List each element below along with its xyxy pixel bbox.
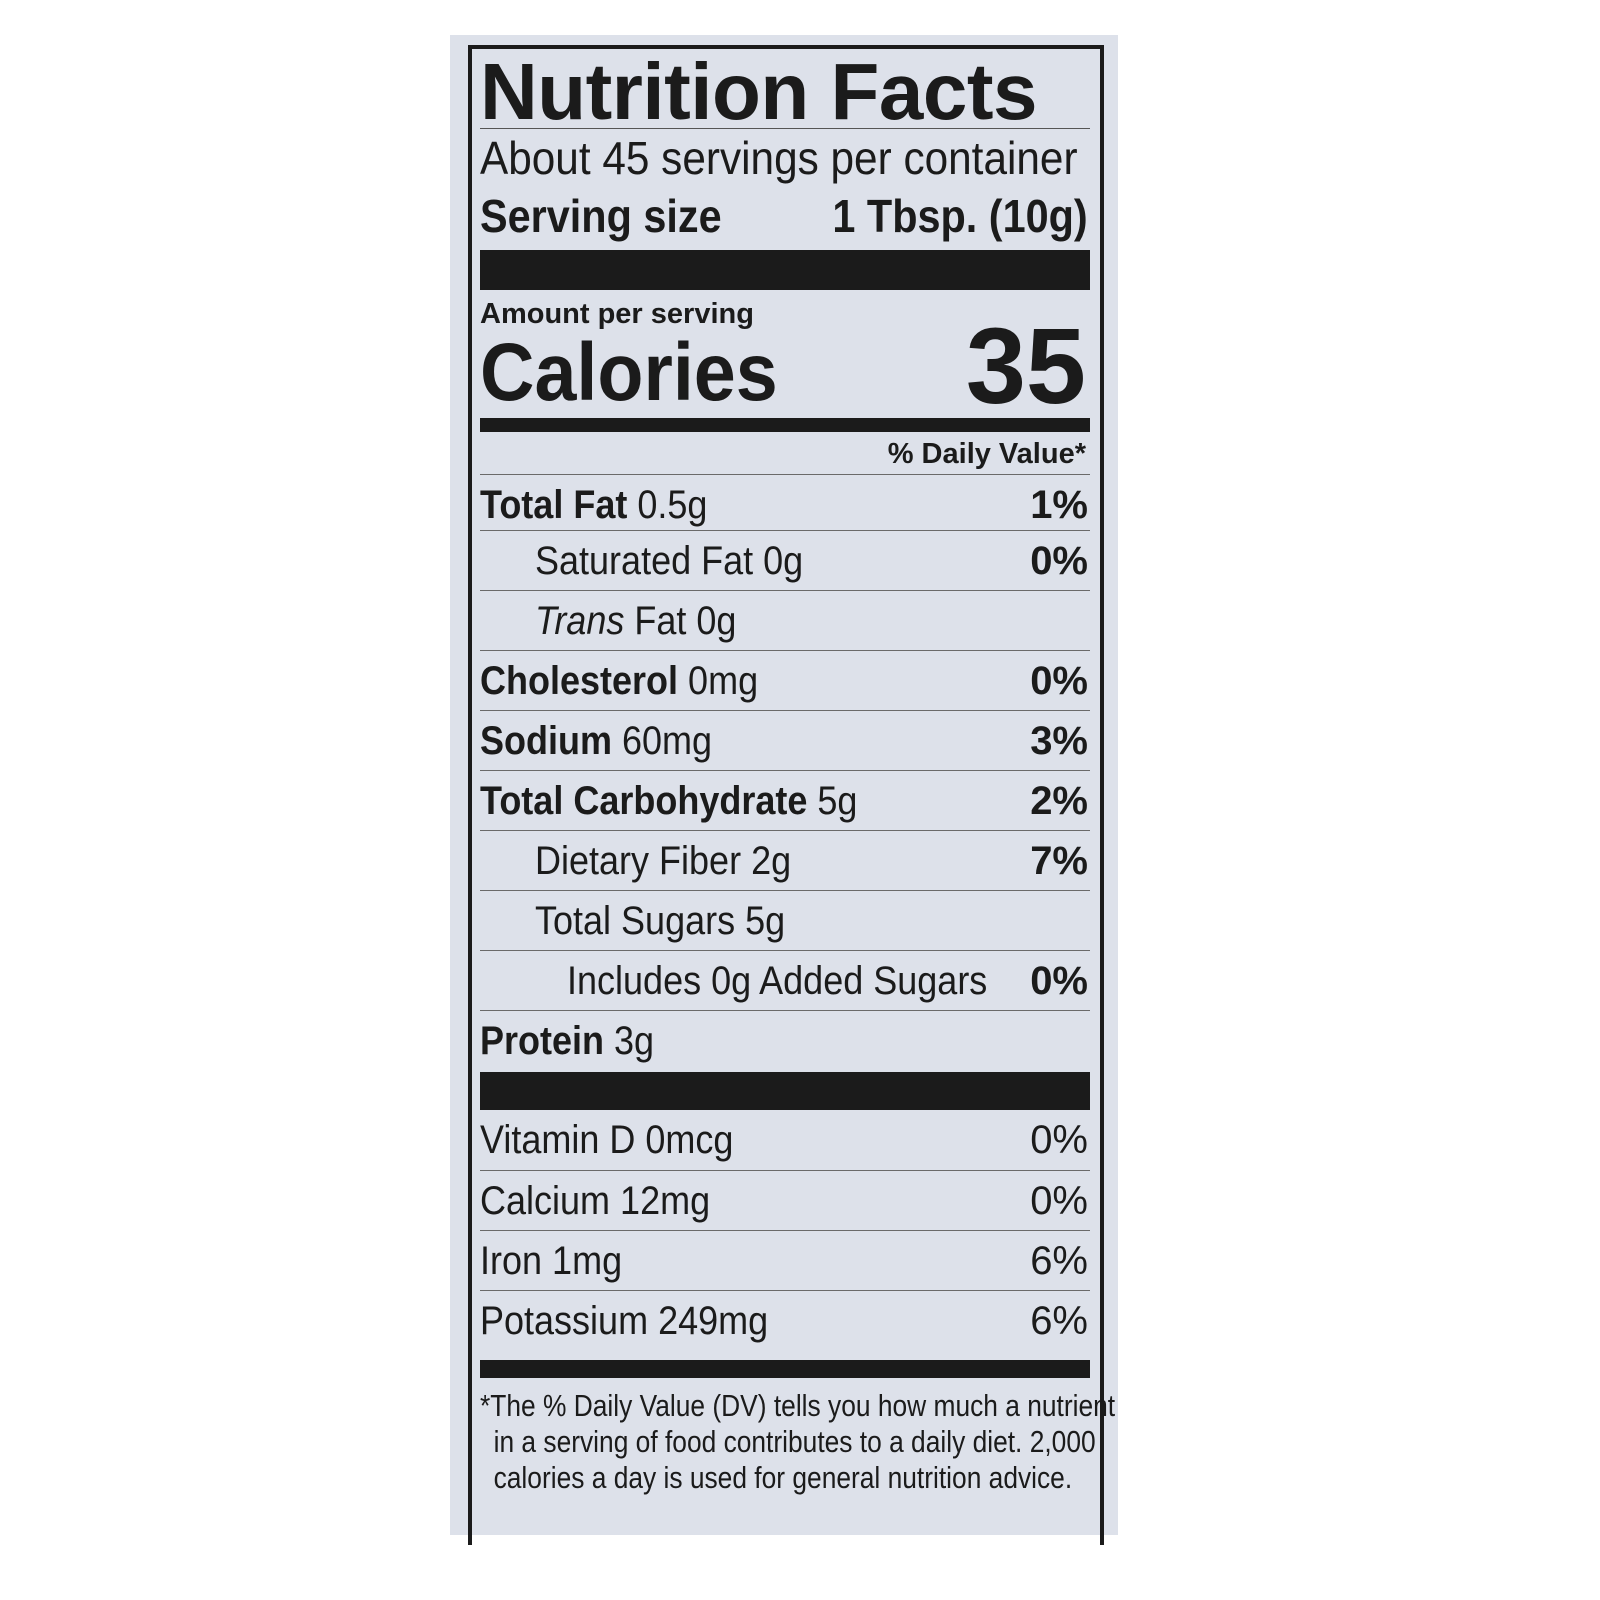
nutrient-dv: 3% <box>1030 719 1088 763</box>
vitamin-name: Vitamin D <box>480 1118 636 1162</box>
nutrient-name-rest: Fat <box>634 599 687 643</box>
nutrient-row-total-sugars: Total Sugars 5g <box>480 890 1090 950</box>
nutrient-name: Total Fat <box>480 483 628 527</box>
vitamin-dv: 0% <box>1030 1118 1088 1162</box>
nutrient-name: Dietary Fiber <box>535 839 742 883</box>
nutrient-name: Total Carbohydrate <box>480 779 808 823</box>
vitamin-row-iron: Iron 1mg 6% <box>480 1230 1090 1290</box>
label-title: Nutrition Facts <box>480 47 1037 136</box>
nutrient-name: Protein <box>480 1019 605 1063</box>
vitamin-row-calcium: Calcium 12mg 0% <box>480 1170 1090 1230</box>
nutrient-row-trans-fat: Trans Fat 0g <box>480 590 1090 650</box>
nutrient-amount: 0.5g <box>637 483 708 527</box>
nutrient-name: Cholesterol <box>480 659 679 703</box>
vitamin-dv: 6% <box>1030 1239 1088 1283</box>
vitamin-amount: 249mg <box>658 1299 769 1343</box>
vitamin-amount: 0mcg <box>645 1118 734 1162</box>
calories-label: Calories <box>480 327 778 418</box>
vitamin-row-vitamin-d: Vitamin D 0mcg 0% <box>480 1110 1090 1170</box>
nutrient-amount: 3g <box>614 1019 655 1063</box>
vitamin-name: Potassium <box>480 1299 649 1343</box>
serving-size-value: 1 Tbsp. (10g) <box>832 190 1088 242</box>
footnote-line: calories a day is used for general nutri… <box>493 1460 1073 1495</box>
thick-divider <box>480 250 1090 290</box>
vitamin-name: Calcium <box>480 1179 611 1223</box>
nutrient-row-sodium: Sodium 60mg 3% <box>480 710 1090 770</box>
nutrient-amount: 2g <box>751 839 792 883</box>
nutrient-dv: 0% <box>1030 539 1088 583</box>
nutrient-amount: 0g <box>763 539 804 583</box>
nutrient-row-total-fat: Total Fat 0.5g 1% <box>480 474 1090 534</box>
vitamin-amount: 12mg <box>620 1179 711 1223</box>
calories-value: 35 <box>965 305 1086 426</box>
vitamin-name: Iron <box>480 1239 543 1283</box>
nutrient-dv: 1% <box>1030 483 1088 527</box>
nutrient-amount: 0g <box>696 599 737 643</box>
footnote-line: *The % Daily Value (DV) tells you how mu… <box>480 1388 1116 1423</box>
nutrient-name: Saturated Fat <box>535 539 754 583</box>
nutrient-row-added-sugars: Includes 0g Added Sugars 0% <box>480 950 1090 1010</box>
nutrient-name: Sodium <box>480 719 613 763</box>
servings-per-container: About 45 servings per container <box>480 132 1078 184</box>
thick-divider <box>480 1072 1090 1110</box>
vitamin-row-potassium: Potassium 249mg 6% <box>480 1290 1090 1350</box>
nutrient-name: Trans <box>535 599 625 643</box>
divider <box>480 128 1090 129</box>
nutrient-row-cholesterol: Cholesterol 0mg 0% <box>480 650 1090 710</box>
label-border <box>468 45 1104 1545</box>
medium-divider <box>480 418 1090 432</box>
nutrient-row-dietary-fiber: Dietary Fiber 2g 7% <box>480 830 1090 890</box>
nutrient-name: Includes 0g Added Sugars <box>567 959 988 1003</box>
nutrient-dv: 0% <box>1030 959 1088 1003</box>
nutrient-amount: 60mg <box>622 719 713 763</box>
amount-per-serving: Amount per serving <box>480 298 754 330</box>
vitamin-dv: 0% <box>1030 1179 1088 1223</box>
nutrient-dv: 2% <box>1030 779 1088 823</box>
vitamin-dv: 6% <box>1030 1299 1088 1343</box>
vitamin-amount: 1mg <box>552 1239 623 1283</box>
nutrient-amount: 5g <box>817 779 858 823</box>
medium-divider <box>480 1360 1090 1378</box>
footnote-line: in a serving of food contributes to a da… <box>493 1424 1096 1459</box>
nutrient-amount: 0mg <box>688 659 759 703</box>
serving-size-label: Serving size <box>480 190 722 242</box>
nutrient-row-protein: Protein 3g <box>480 1010 1090 1070</box>
footnote: *The % Daily Value (DV) tells you how mu… <box>480 1388 1116 1496</box>
nutrient-row-saturated-fat: Saturated Fat 0g 0% <box>480 530 1090 590</box>
nutrient-name: Total Sugars <box>535 899 736 943</box>
nutrient-dv: 7% <box>1030 839 1088 883</box>
nutrient-dv: 0% <box>1030 659 1088 703</box>
nutrient-row-total-carbohydrate: Total Carbohydrate 5g 2% <box>480 770 1090 830</box>
nutrient-amount: 5g <box>745 899 786 943</box>
daily-value-header: % Daily Value* <box>887 438 1086 470</box>
